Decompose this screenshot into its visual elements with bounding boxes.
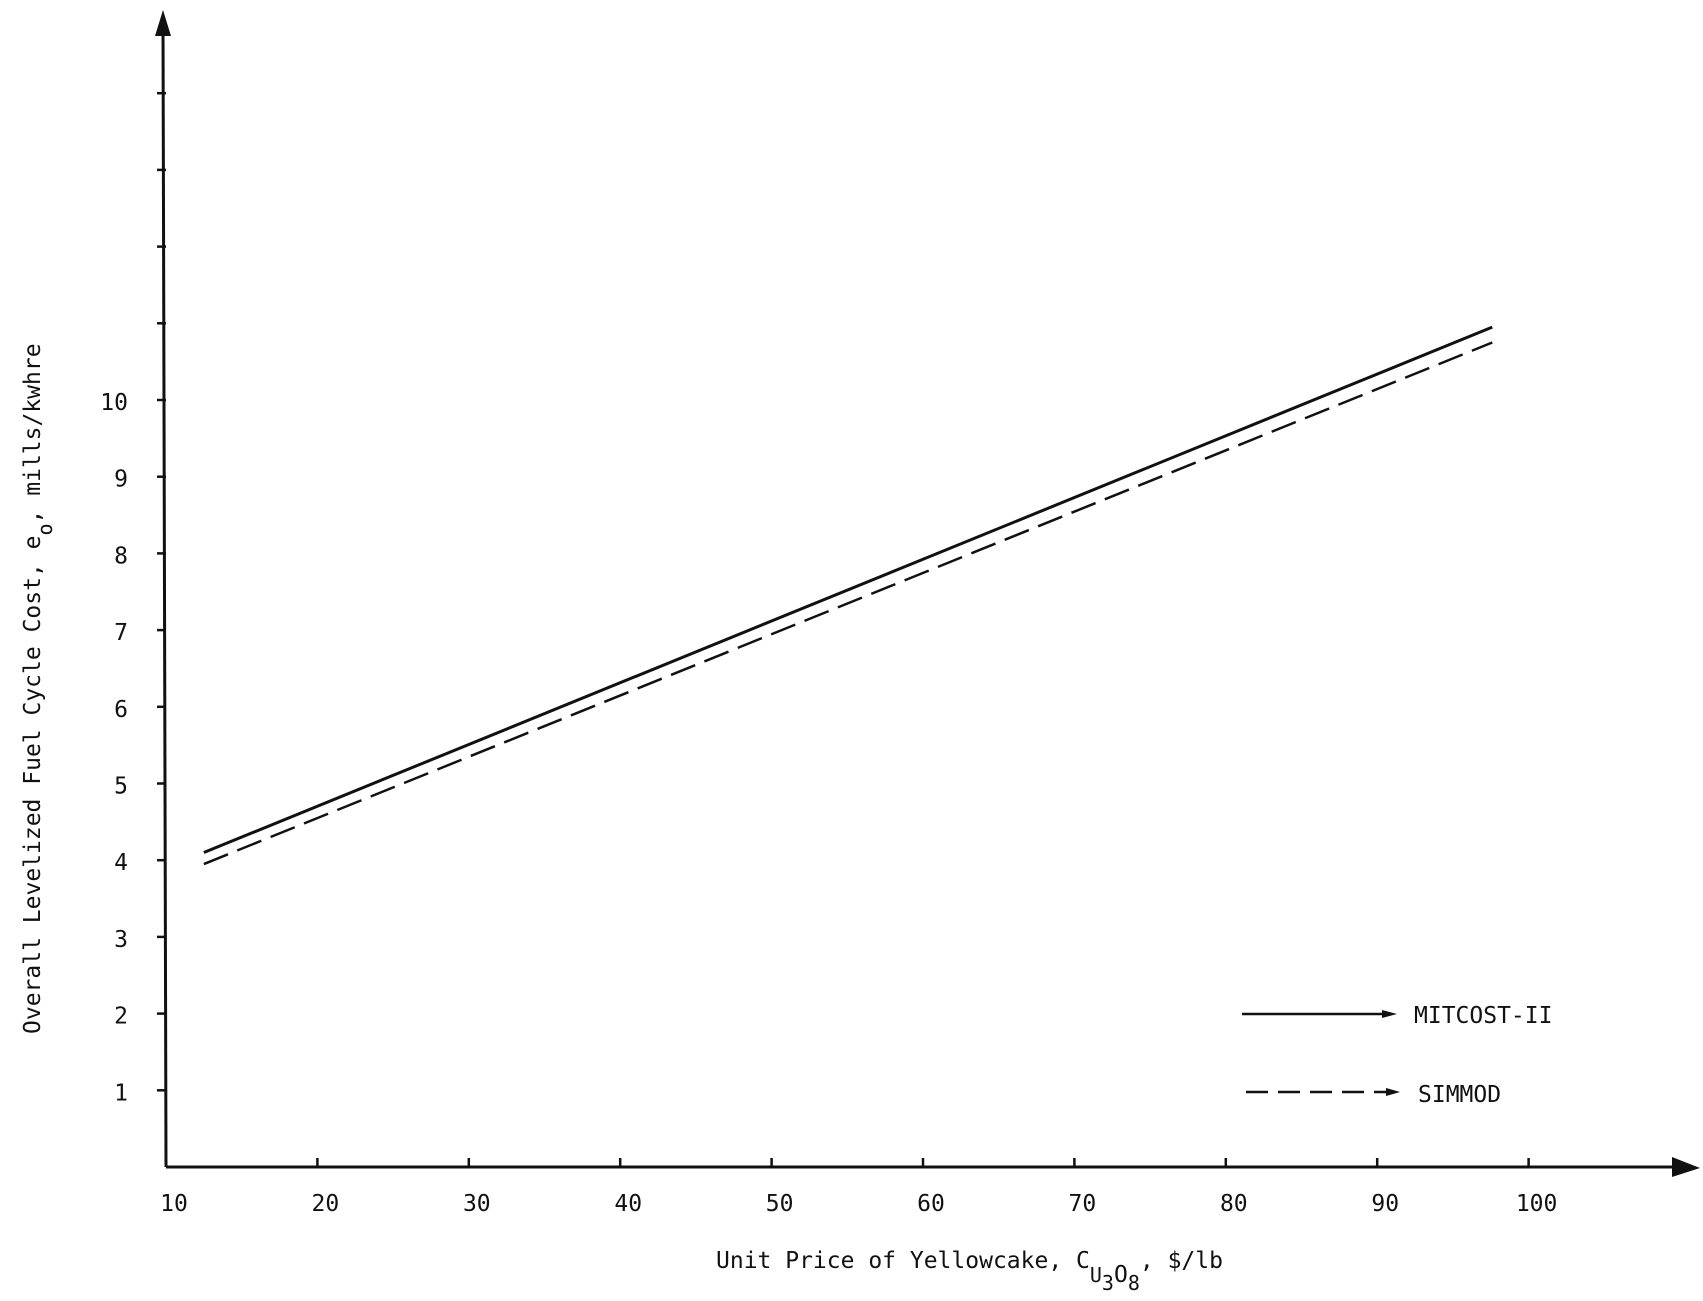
x-tick-label: 40: [614, 1191, 642, 1217]
x-tick-label: 70: [1069, 1191, 1097, 1217]
y-tick-label: 9: [114, 467, 128, 493]
y-tick-label: 10: [100, 390, 128, 416]
y-tick-label: 1: [114, 1080, 128, 1106]
y-axis-line: [161, 23, 168, 1168]
y-tick-label: 2: [114, 1004, 128, 1030]
x-tick-label: 60: [917, 1191, 945, 1217]
legend: MITCOST-II SIMMOD: [1242, 1003, 1552, 1108]
legend-label-simmod: SIMMOD: [1418, 1082, 1501, 1108]
x-tick-label: 50: [766, 1191, 794, 1217]
series-line-mitcost-ii: [203, 325, 1493, 854]
x-tick-label: 20: [312, 1191, 340, 1217]
x-tick-label: 100: [1516, 1191, 1558, 1217]
y-axis-arrow-icon: [155, 10, 171, 36]
y-tick-label: 3: [114, 927, 128, 953]
y-axis-title: Overall Levelized Fuel Cycle Cost, eo, m…: [20, 343, 57, 1034]
axes: [155, 10, 1700, 1177]
y-tick-label: 5: [114, 774, 128, 800]
y-tick-label: 4: [114, 850, 128, 876]
series-line-simmod: [203, 341, 1493, 866]
legend-label-mitcost: MITCOST-II: [1414, 1003, 1552, 1029]
legend-arrow-simmod-icon: [1386, 1088, 1400, 1096]
x-tick-label: 80: [1220, 1191, 1248, 1217]
y-tick-label: 7: [114, 620, 128, 646]
y-tick-label: 6: [114, 697, 128, 723]
x-tick-label: 90: [1371, 1191, 1399, 1217]
x-axis-title: Unit Price of Yellowcake, CU3O8, $/lb: [716, 1248, 1223, 1295]
x-tick-label: 30: [463, 1191, 491, 1217]
x-tick-label: 10: [160, 1191, 188, 1217]
legend-arrow-mitcost-icon: [1382, 1010, 1397, 1018]
x-axis-arrow-icon: [1672, 1157, 1700, 1177]
y-tick-label: 8: [114, 543, 128, 569]
